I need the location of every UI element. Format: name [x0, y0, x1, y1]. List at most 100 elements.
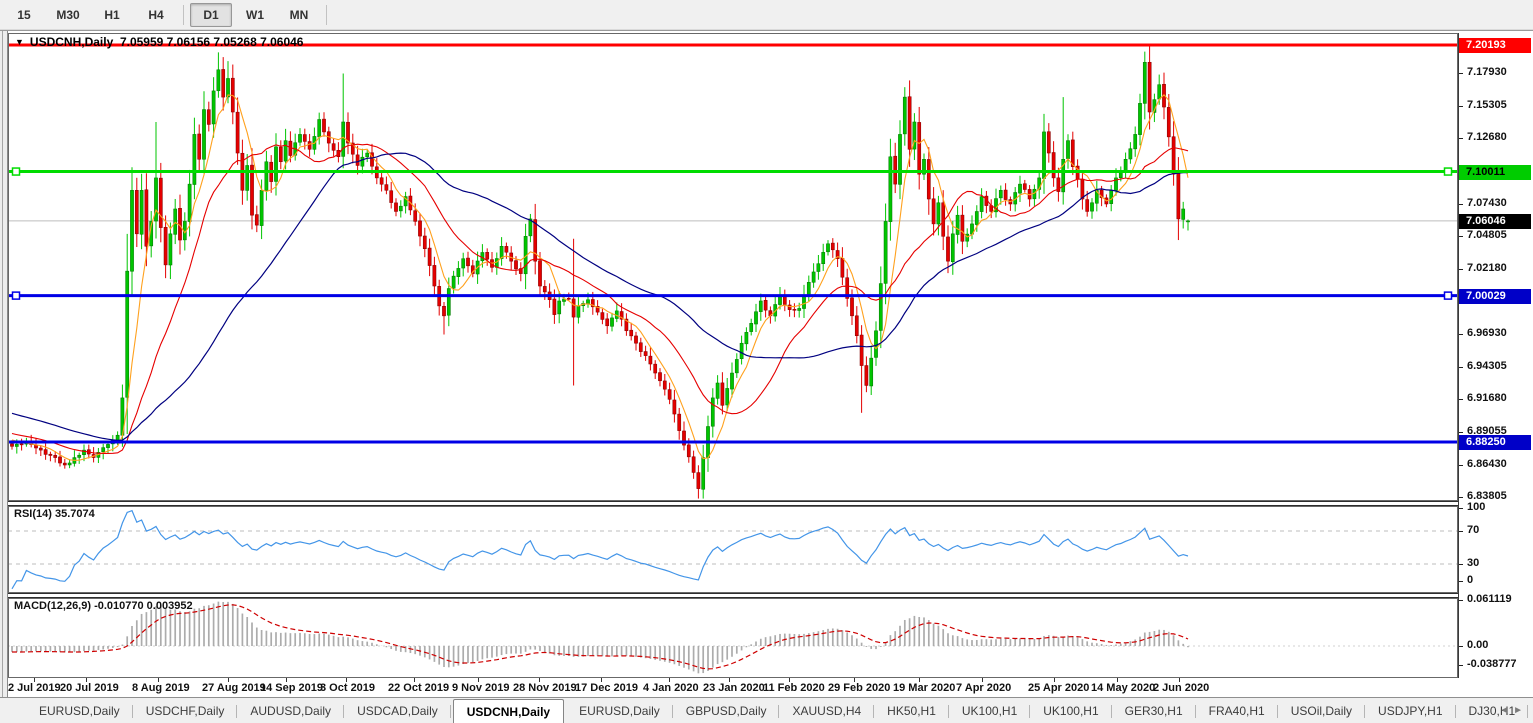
- timeframe-button-h1[interactable]: H1: [104, 7, 120, 22]
- date-tick: [34, 678, 35, 682]
- candle-body: [744, 332, 749, 345]
- price-tick-7.07430: 7.07430: [1467, 197, 1507, 209]
- timeframe-button-h4[interactable]: H4: [148, 7, 164, 22]
- timeframe-button-w1[interactable]: W1: [246, 7, 264, 22]
- chart-tab-fra40-h1[interactable]: FRA40,H1: [1196, 698, 1278, 723]
- pane-splitter-macd[interactable]: [8, 593, 1458, 598]
- candle-body: [840, 257, 845, 278]
- chart-tab-ger30-h1[interactable]: GER30,H1: [1112, 698, 1196, 723]
- candle-body: [912, 121, 917, 150]
- candle-body: [854, 315, 859, 337]
- rsi-tick-100-tick: [1459, 508, 1463, 509]
- candle-body: [677, 413, 682, 431]
- price-tick-6.86430-tick: [1459, 465, 1463, 466]
- timeframe-button-d1[interactable]: D1: [190, 2, 232, 27]
- date-label: 9 Nov 2019: [452, 682, 510, 694]
- price-axis[interactable]: 7.17930 7.15305 7.12680 7.07430 7.04805 7.021…: [1458, 33, 1533, 678]
- chart-tab-eurusd-daily[interactable]: EURUSD,Daily: [26, 698, 133, 723]
- candle-body: [355, 154, 360, 166]
- chart-tab-gbpusd-daily[interactable]: GBPUSD,Daily: [673, 698, 780, 723]
- candle-body: [514, 260, 518, 270]
- chart-tab-usdchf-daily[interactable]: USDCHF,Daily: [133, 698, 238, 723]
- rsi-tick-30: 30: [1467, 557, 1480, 569]
- candle-body: [139, 190, 144, 235]
- candle-body: [634, 335, 638, 344]
- candle-body: [106, 444, 110, 448]
- tab-scroll-arrows: ◄►: [1499, 705, 1527, 716]
- timeframe-button-m30[interactable]: M30: [56, 7, 80, 22]
- date-label: 28 Nov 2019: [513, 682, 577, 694]
- candle-body: [955, 214, 960, 235]
- rsi-tick-30-tick: [1459, 564, 1463, 565]
- chart-tab-dj30-h1[interactable]: DJ30,H1: [1456, 698, 1529, 723]
- chart-tab-usdcad-daily[interactable]: USDCAD,Daily: [344, 698, 451, 723]
- candle-body: [197, 133, 202, 160]
- candle-body: [322, 118, 326, 133]
- chart-dropdown-icon[interactable]: ▼: [15, 37, 24, 47]
- chart-tab-uk100-h1[interactable]: UK100,H1: [949, 698, 1031, 723]
- candle-body: [638, 342, 643, 352]
- candle-body: [653, 363, 658, 374]
- candle-body: [130, 190, 134, 272]
- rsi-tick-0-tick: [1459, 581, 1463, 582]
- price-label-resistance-upper: 7.20193: [1459, 38, 1531, 53]
- price-tick-6.94305: 6.94305: [1467, 360, 1507, 372]
- macd-indicator-pane[interactable]: [8, 598, 1458, 678]
- candle-body: [163, 226, 168, 266]
- tab-scroll-right-icon[interactable]: ►: [1513, 705, 1527, 716]
- candle-body: [878, 283, 883, 331]
- timeframe-toolbar: 15 M30 H1 H4 D1 W1 MN: [0, 0, 1533, 30]
- candle-body: [235, 111, 240, 154]
- timeframe-button-15[interactable]: 15: [17, 7, 31, 22]
- price-tick-6.96930: 6.96930: [1467, 327, 1507, 339]
- candle-body: [307, 141, 312, 150]
- chart-tab-usdcnh-daily[interactable]: USDCNH,Daily: [452, 699, 565, 723]
- candle-body: [1147, 61, 1152, 113]
- candle-body: [528, 218, 533, 237]
- chart-tab-usdjpy-h1[interactable]: USDJPY,H1: [1365, 698, 1457, 723]
- hline-handle-resistance-7.10[interactable]: [1443, 167, 1453, 176]
- candle-body: [274, 146, 278, 182]
- candle-body: [960, 214, 965, 242]
- candle-body: [595, 306, 600, 313]
- candle-body: [226, 78, 230, 98]
- hline-handle-resistance-7.10[interactable]: [11, 167, 21, 176]
- candle-body: [792, 309, 797, 311]
- candle-body: [427, 247, 432, 266]
- candle-body: [1046, 131, 1051, 154]
- pane-splitter-rsi[interactable]: [8, 501, 1458, 506]
- macd-tick-0.00: 0.00: [1467, 639, 1489, 651]
- candle-body: [787, 304, 792, 310]
- candle-body: [1142, 62, 1147, 104]
- candle-body: [730, 372, 734, 390]
- candle-body: [350, 142, 355, 155]
- chart-tab-audusd-daily[interactable]: AUDUSD,Daily: [237, 698, 344, 723]
- candle-body: [1123, 159, 1128, 172]
- candle-body: [797, 308, 802, 311]
- timeframe-button-mn[interactable]: MN: [289, 7, 309, 22]
- chart-tab-uk100-h1[interactable]: UK100,H1: [1030, 698, 1113, 723]
- candle-body: [403, 196, 408, 207]
- hline-handle-support-7.00[interactable]: [1443, 291, 1453, 300]
- candle-body: [422, 235, 427, 249]
- candle-body: [806, 282, 811, 296]
- candle-body: [125, 270, 130, 398]
- rsi-indicator-pane[interactable]: [8, 506, 1458, 593]
- candle-body: [1099, 189, 1104, 199]
- hline-handle-support-7.00[interactable]: [11, 291, 21, 300]
- chart-tab-hk50-h1[interactable]: HK50,H1: [874, 698, 949, 723]
- candle-body: [922, 159, 926, 175]
- macd-tick-0.061119-tick: [1459, 600, 1463, 601]
- candle-body: [811, 271, 816, 283]
- candle-body: [278, 146, 283, 162]
- tab-scroll-left-icon[interactable]: ◄: [1499, 705, 1514, 716]
- rsi-tick-70-tick: [1459, 531, 1463, 532]
- main-price-pane[interactable]: [8, 33, 1458, 501]
- chart-tab-usoil-daily[interactable]: USOil,Daily: [1278, 698, 1366, 723]
- candle-body: [77, 454, 82, 458]
- chart-tab-eurusd-daily[interactable]: EURUSD,Daily: [566, 698, 673, 723]
- price-tick-6.83805-tick: [1459, 497, 1463, 498]
- candle-body: [902, 96, 907, 135]
- date-axis[interactable]: 2 Jul 2019 20 Jul 2019 8 Aug 2019 27 Aug 20…: [8, 678, 1533, 698]
- chart-tab-xauusd-h4[interactable]: XAUUSD,H4: [779, 698, 874, 723]
